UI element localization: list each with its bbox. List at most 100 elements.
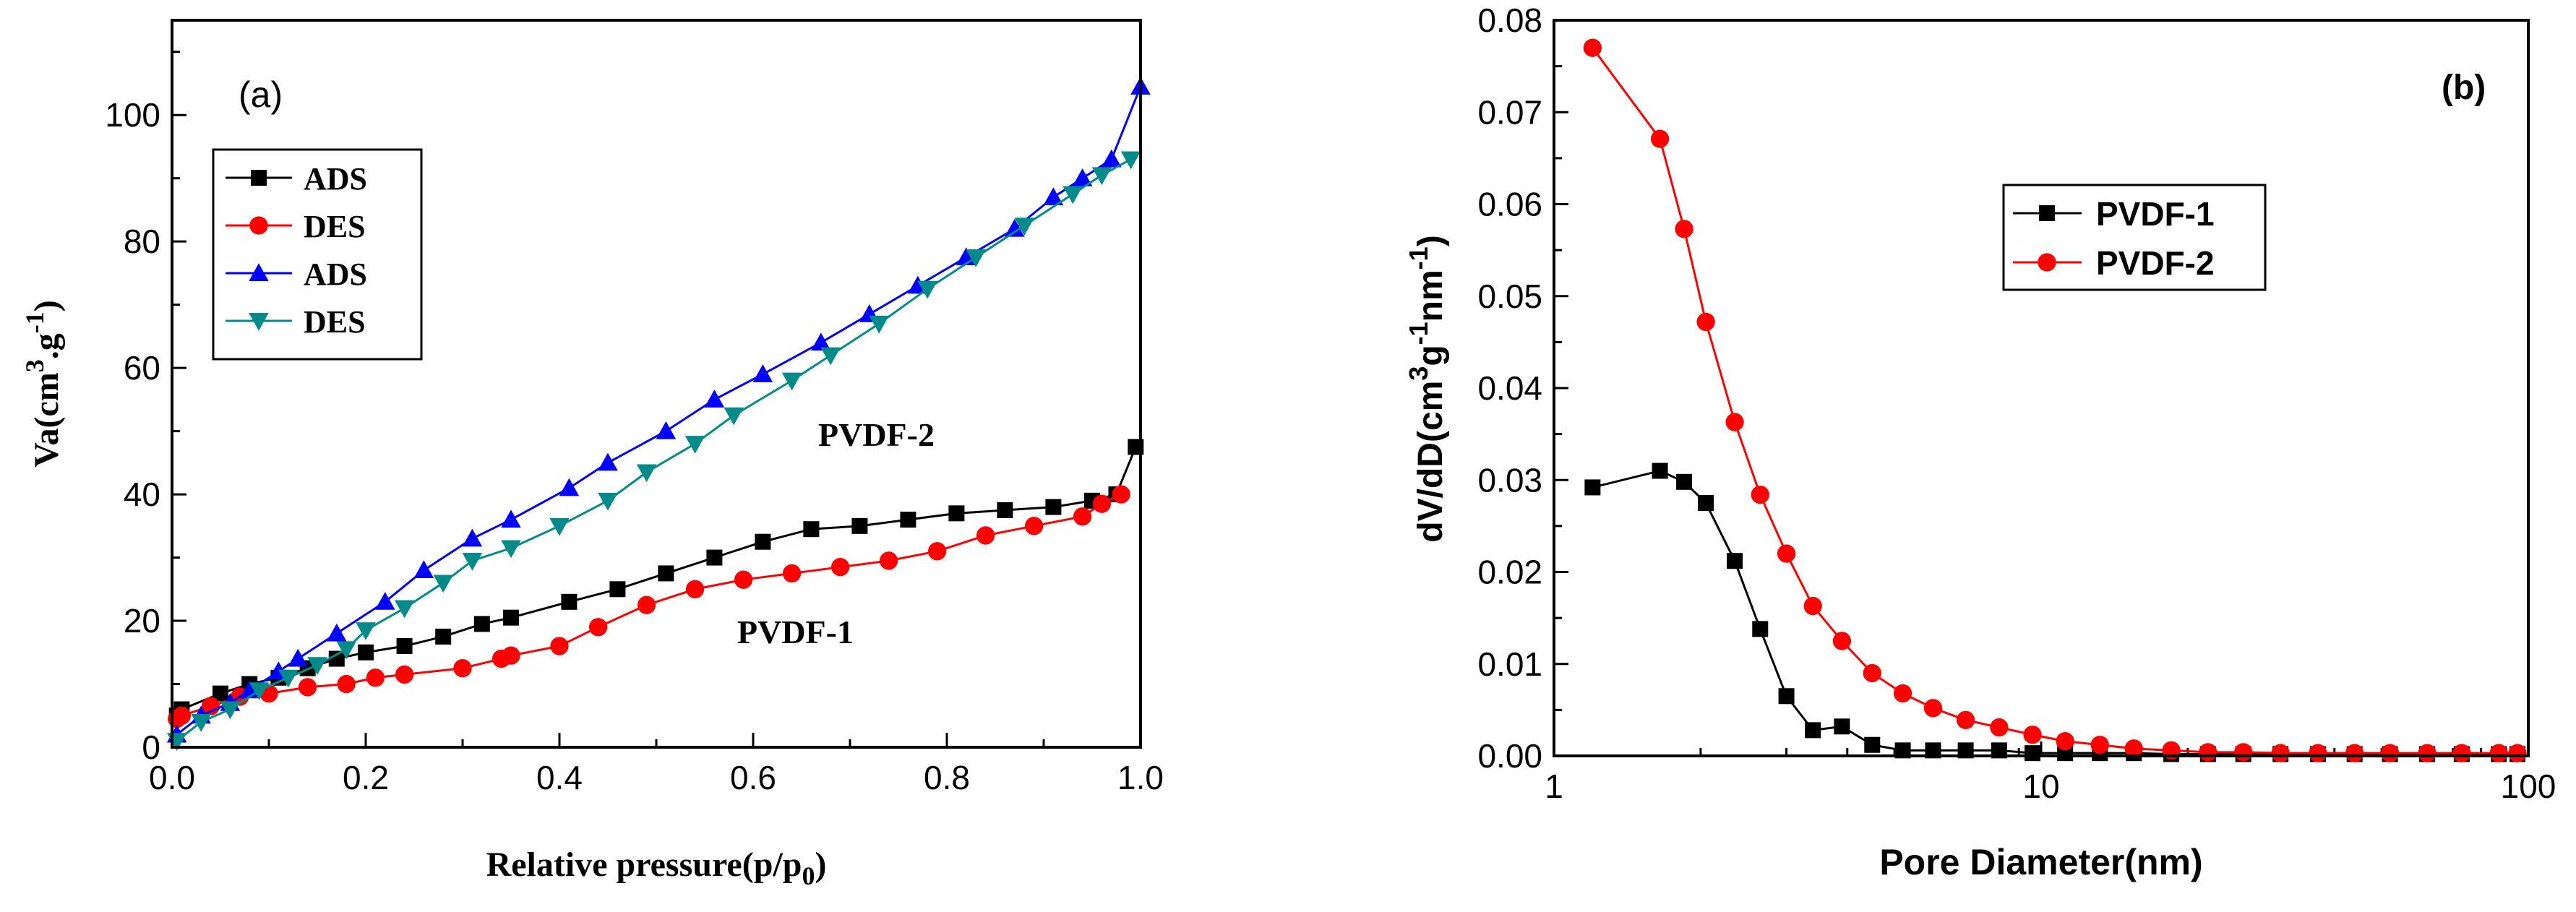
panel-a-series-line	[176, 446, 1137, 717]
panel-b-data-point	[1893, 684, 1912, 703]
panel-a-y-tick-label: 0	[142, 728, 160, 766]
panel-a-y-tick-label: 60	[124, 349, 160, 387]
panel-a-data-point	[212, 685, 228, 702]
panel-a-data-point	[917, 280, 937, 299]
panel-a-data-point	[1014, 218, 1034, 236]
panel-b-data-point	[2234, 743, 2253, 762]
panel-a-data-point	[473, 616, 490, 632]
panel-b: 1 10 100 0.00 0.01 0.02 0.03 0.04 0.05 0.06 0.07 0.…	[1404, 1, 2556, 882]
panel-a-data-point	[724, 407, 744, 426]
panel-a-data-point	[327, 623, 347, 642]
panel-a-data-point	[336, 641, 356, 660]
panel-b-data-point	[2199, 743, 2217, 762]
panel-a-data-point	[684, 436, 705, 454]
panel-a-data-point	[1024, 517, 1044, 535]
panel-a-legend-label: DES	[304, 304, 366, 340]
panel-a-y-tick-label: 40	[124, 476, 160, 513]
panel-b-frame	[1553, 19, 2530, 757]
panel-b-data-point	[1696, 312, 1715, 332]
panel-a-data-point	[755, 533, 771, 550]
panel-b-data-point	[1583, 38, 1602, 57]
panel-a-data-point	[609, 581, 626, 598]
panel-a-tick-labels: 0.0 0.2 0.4 0.6 0.8 1.0 0 20 40 60 80 100	[105, 96, 1164, 796]
panel-b-data-point	[2124, 739, 2143, 758]
panel-b-y-tick-label: 0.04	[1477, 369, 1542, 407]
panel-b-tick-labels: 1 10 100 0.00 0.01 0.02 0.03 0.04 0.05 0.06 0.07 0.…	[1477, 1, 2556, 805]
panel-a-data-point	[706, 549, 723, 566]
panel-a-data-point	[503, 609, 519, 626]
panel-a-data-point	[288, 648, 308, 667]
panel-a-data-point	[820, 347, 841, 366]
panel-a-data-point	[328, 650, 345, 667]
panel-a-ylabel: Va(cm3.g-1)	[20, 300, 66, 468]
panel-a-data-point	[1045, 499, 1062, 515]
panel-a-data-point	[550, 637, 569, 655]
panel-b-series-line	[1592, 47, 2517, 754]
panel-a-data-point	[191, 714, 211, 732]
panel-a-y-tick-label: 20	[124, 602, 160, 640]
panel-a-data-point	[997, 502, 1013, 518]
panel-a-data-point	[561, 593, 578, 610]
panel-a-data-point	[656, 421, 677, 439]
panel-b-xlabel: Pore Diameter(nm)	[1879, 842, 2202, 882]
panel-b-data-point	[1956, 710, 1975, 730]
panel-b-label: (b)	[2442, 69, 2486, 107]
panel-a-data-point	[559, 478, 580, 496]
panel-b-data-point	[1834, 718, 1850, 735]
panel-a-data-point	[462, 552, 483, 571]
panel-a-data-point	[1072, 168, 1093, 186]
panel-b-y-tick-label: 0.03	[1477, 461, 1542, 499]
panel-b-data-point	[1777, 544, 1796, 563]
panel-b-legend: PVDF-1 PVDF-2	[2002, 184, 2267, 291]
panel-a-data-point	[249, 682, 270, 701]
panel-a-data-point	[358, 644, 374, 661]
panel-a-data-point	[307, 657, 327, 676]
panel-b-data-point	[1650, 129, 1670, 148]
panel-a-data-point	[501, 509, 521, 528]
panel-b-data-point	[2271, 744, 2290, 762]
panel-a-data-point	[298, 678, 317, 697]
panel-b-ticks	[1553, 19, 2530, 757]
panel-b-data-point	[1805, 722, 1821, 739]
panel-b-ylabel: dV/dD(cm3g-1nm-1)	[1404, 235, 1451, 542]
panel-b-x-tick-label: 100	[2501, 767, 2556, 805]
panel-b-data-point	[1584, 479, 1601, 496]
panel-b-series-2	[1583, 38, 2527, 762]
panel-a-data-point	[1120, 151, 1141, 170]
panel-b-data-point	[1832, 632, 1852, 650]
panel-b-data-point	[1676, 473, 1693, 490]
panel-a-series	[166, 77, 1151, 752]
panel-a-data-point	[1062, 186, 1083, 205]
panel-a-data-point	[976, 526, 995, 545]
panel-a-data-point	[462, 528, 483, 547]
panel-a-data-point	[752, 364, 773, 382]
panel-a-data-point	[453, 659, 472, 678]
panel-a-data-point	[1112, 485, 1130, 504]
panel-b-data-point	[1675, 220, 1693, 238]
panel-a-xlabel: Relative pressure(p/p0)	[486, 846, 827, 890]
panel-a-data-point	[366, 668, 385, 687]
panel-a: 0.0 0.2 0.4 0.6 0.8 1.0 0 20 40 60 80 100 (a) PVDF-…	[20, 19, 1164, 890]
panel-a-legend-marker	[249, 216, 268, 235]
panel-b-x-tick-label: 10	[2022, 767, 2059, 805]
panel-a-x-tick-label: 0.4	[536, 759, 583, 796]
panel-a-x-tick-label: 0.6	[730, 759, 776, 796]
panel-a-legend-box	[212, 148, 423, 361]
panel-b-y-tick-label: 0.01	[1477, 645, 1542, 683]
panel-a-data-point	[637, 595, 656, 614]
panel-b-data-point	[2025, 745, 2041, 762]
panel-a-data-point	[588, 618, 608, 637]
panel-a-data-point	[502, 646, 520, 665]
panel-a-data-point	[869, 315, 889, 334]
panel-a-data-point	[278, 669, 299, 688]
panel-a-data-point	[636, 464, 657, 483]
panel-b-data-point	[2056, 731, 2074, 751]
panel-b-data-point	[2489, 744, 2508, 762]
panel-a-legend-label: ADS	[304, 161, 367, 197]
panel-a-data-point	[1005, 218, 1025, 237]
panel-b-data-point	[1751, 485, 1769, 504]
panel-a-data-point	[598, 452, 618, 471]
panel-a-series-1	[168, 439, 1144, 724]
panel-a-data-point	[948, 505, 965, 522]
panel-a-data-point	[433, 575, 453, 593]
